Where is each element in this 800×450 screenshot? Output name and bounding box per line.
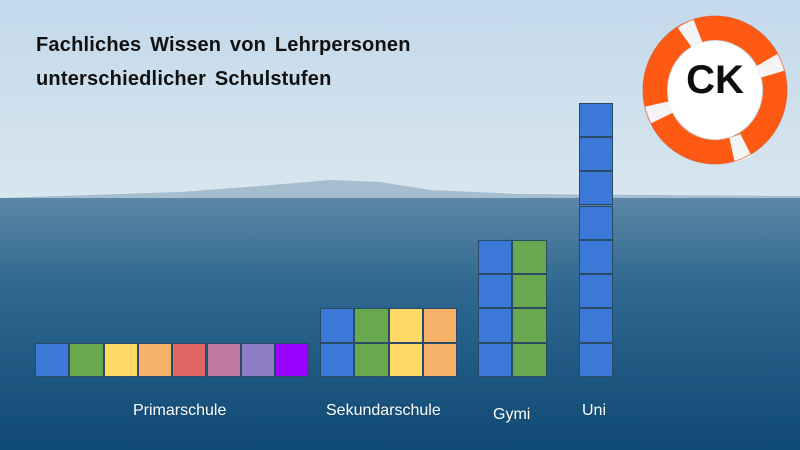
ck-badge-text: CK (686, 58, 744, 102)
block-uni-0-0 (579, 342, 614, 377)
block-gymi-0-3 (478, 239, 513, 275)
block-uni-0-6 (579, 136, 614, 172)
block-uni-0-4 (579, 205, 614, 240)
block-uni-0-1 (579, 308, 614, 343)
block-sekundarschule-2-1 (388, 308, 423, 343)
block-primarschule-7-0 (275, 342, 310, 377)
block-sekundarschule-2-0 (388, 342, 423, 377)
block-primarschule-0-0 (35, 342, 70, 377)
block-sekundarschule-0-0 (320, 342, 355, 377)
block-sekundarschule-1-0 (354, 342, 389, 377)
block-sekundarschule-1-1 (354, 308, 389, 343)
group-label: Primarschule (133, 402, 227, 419)
block-primarschule-5-0 (206, 342, 241, 377)
title-line-1: Fachliches Wissen von Lehrpersonen (36, 34, 411, 56)
block-uni-0-5 (579, 171, 614, 206)
group-label: Gymi (493, 406, 531, 423)
block-gymi-1-2 (512, 274, 547, 309)
lifebuoy-icon (642, 15, 788, 165)
block-uni-0-2 (579, 274, 614, 309)
block-sekundarschule-0-1 (320, 308, 355, 343)
block-gymi-0-1 (478, 308, 513, 343)
block-sekundarschule-3-1 (422, 308, 458, 343)
block-uni-0-3 (579, 239, 614, 275)
block-gymi-1-3 (512, 239, 547, 275)
block-gymi-0-2 (478, 274, 513, 309)
block-primarschule-3-0 (137, 342, 173, 377)
page-title: Fachliches Wissen von Lehrpersonen unter… (36, 28, 411, 96)
block-primarschule-2-0 (103, 342, 138, 377)
title-line-2: unterschiedlicher Schulstufen (36, 68, 332, 90)
block-primarschule-4-0 (172, 342, 207, 377)
block-uni-0-7 (579, 102, 614, 137)
group-label: Uni (582, 402, 607, 419)
block-gymi-1-1 (512, 308, 547, 343)
group-label: Sekundarschule (326, 402, 441, 419)
block-gymi-1-0 (512, 342, 547, 377)
block-gymi-0-0 (478, 342, 513, 377)
block-primarschule-6-0 (240, 342, 276, 377)
block-sekundarschule-3-0 (422, 342, 458, 377)
block-primarschule-1-0 (69, 342, 104, 377)
